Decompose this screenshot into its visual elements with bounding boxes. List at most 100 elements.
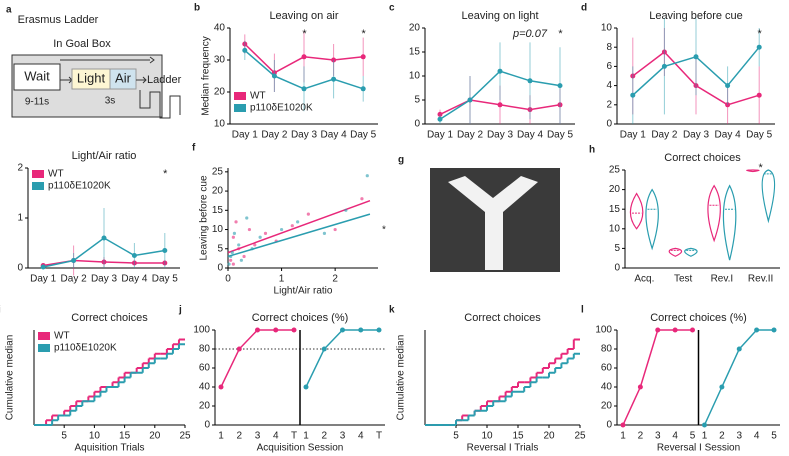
violin — [645, 188, 659, 251]
annotation: * — [757, 28, 762, 40]
x-tick-label: 2 — [236, 431, 242, 442]
arrow — [136, 76, 147, 84]
y-tick-label: 4 — [606, 80, 612, 91]
point — [242, 254, 246, 259]
y-tick-label: 40 — [199, 382, 211, 393]
point — [358, 327, 364, 333]
point — [637, 384, 643, 390]
ladder-label: Ladder — [147, 74, 182, 86]
box-label: In Goal Box — [53, 38, 111, 50]
fit-line — [227, 199, 371, 254]
x-tick-label: Day 4 — [715, 130, 742, 141]
x-axis-label: Acquisition Session — [257, 443, 344, 454]
point — [360, 54, 366, 60]
annotation: * — [361, 28, 366, 40]
wait-time: 9-11s — [25, 97, 49, 108]
air-label: Air — [115, 70, 132, 85]
point — [40, 264, 46, 270]
x-tick-label: 5 — [453, 431, 459, 442]
annotation: * — [382, 225, 386, 236]
legend-swatch — [32, 182, 44, 190]
point — [301, 54, 307, 60]
y-tick-label: 0 — [204, 420, 210, 431]
y-tick-label: 10 — [409, 71, 421, 82]
point — [255, 327, 260, 333]
x-tick-label: Day 3 — [487, 130, 514, 141]
x-tick-label: 4 — [358, 431, 364, 442]
y-tick-label: 6 — [606, 61, 612, 72]
point — [437, 116, 443, 122]
x-tick-label: Day 4 — [121, 274, 148, 285]
x-tick-label: 0 — [225, 274, 231, 285]
point — [497, 102, 503, 108]
x-tick-label: 15 — [512, 431, 524, 442]
y-tick-label: 40 — [214, 23, 226, 34]
x-tick-label: Day 5 — [746, 130, 773, 141]
panel-label: b — [194, 3, 200, 14]
point — [231, 262, 235, 266]
point — [239, 258, 243, 262]
y-tick-label: 1 — [17, 213, 23, 224]
y-tick-label: 5 — [414, 95, 420, 106]
x-tick-label: 2 — [638, 431, 644, 442]
annotation: * — [558, 28, 563, 40]
point — [754, 327, 760, 333]
point — [301, 86, 307, 92]
legend-label: p110δE1020K — [250, 103, 313, 114]
x-tick-label: 5 — [690, 431, 696, 442]
ladder — [139, 90, 181, 119]
point — [131, 253, 137, 258]
legend-swatch — [38, 332, 50, 340]
x-tick-label: T — [376, 431, 382, 442]
point — [497, 68, 503, 74]
y-tick-label: 2 — [606, 99, 612, 110]
point — [303, 384, 309, 390]
point — [218, 384, 224, 390]
x-tick-label: 5 — [61, 431, 67, 442]
point — [376, 327, 382, 333]
point — [245, 216, 249, 220]
point — [333, 227, 337, 232]
light-time: 3s — [105, 96, 116, 107]
x-axis-label: Aquisition Trials — [74, 443, 144, 454]
panel-label: h — [589, 145, 595, 156]
point — [690, 327, 695, 333]
x-axis-label: Reversal I Trials — [467, 443, 539, 454]
legend-swatch — [234, 104, 246, 112]
point — [234, 220, 238, 224]
light-label: Light — [77, 70, 106, 85]
x-tick-label: Day 3 — [683, 130, 710, 141]
y-tick-label: 15 — [409, 47, 421, 58]
violin — [668, 247, 683, 257]
legend-label: p110δE1020K — [54, 343, 117, 354]
point — [655, 327, 661, 333]
y-tick-label: 0 — [606, 119, 612, 130]
legend-label: WT — [48, 169, 64, 180]
point — [620, 422, 626, 428]
point — [271, 73, 277, 79]
annotation: * — [758, 162, 763, 174]
violin — [722, 184, 737, 261]
point — [229, 258, 233, 262]
point — [702, 422, 707, 428]
annotation: p=0.07 — [512, 28, 548, 40]
x-tick-label: 4 — [273, 431, 279, 442]
y-tick-label: 80 — [601, 344, 613, 355]
x-tick-label: Day 5 — [152, 274, 179, 285]
y-tick-label: 60 — [199, 363, 211, 374]
chart-title: Correct choices (%) — [252, 312, 349, 324]
chart-title: Correct choices — [71, 312, 148, 324]
point — [253, 243, 257, 247]
x-tick-label: 3 — [655, 431, 661, 442]
point — [725, 83, 731, 89]
x-tick-label: 1 — [303, 431, 309, 442]
point — [661, 63, 667, 69]
x-tick-label: Day 1 — [232, 130, 259, 141]
point — [291, 327, 297, 333]
y-tick-label: 100 — [595, 325, 612, 336]
x-tick-label: Day 5 — [350, 130, 377, 141]
x-tick-label: 1 — [620, 431, 626, 442]
y-axis-label: Cumulative median — [5, 335, 16, 421]
point — [693, 54, 699, 60]
